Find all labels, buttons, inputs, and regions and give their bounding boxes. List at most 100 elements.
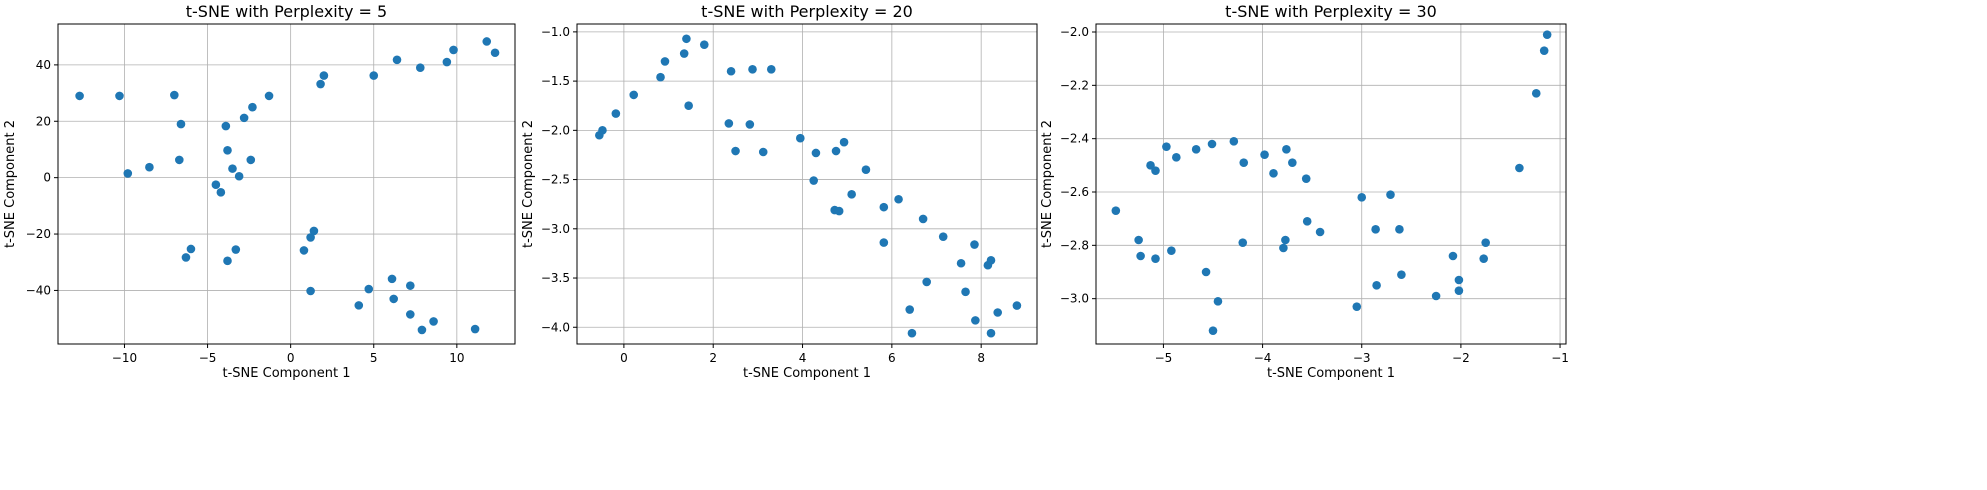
x-tick-label: −2 (1452, 351, 1470, 365)
scatter-point (309, 226, 319, 236)
scatter-point (145, 162, 154, 172)
chart-title: t-SNE with Perplexity = 5 (186, 2, 387, 21)
scatter-point (1208, 326, 1218, 335)
scatter-point (1279, 243, 1288, 253)
scatter-point (239, 113, 249, 123)
scatter-point (811, 148, 821, 158)
scatter-point (228, 164, 237, 173)
scatter-point (684, 101, 693, 111)
x-tick-label: 0 (620, 351, 628, 365)
y-tick-label: 0 (43, 171, 51, 185)
scatter-point (223, 146, 232, 155)
x-tick-label: 10 (449, 351, 464, 365)
scatter-point (1454, 275, 1464, 285)
scatter-series (595, 34, 1022, 338)
scatter-point (1531, 89, 1541, 98)
scatter-point (306, 233, 315, 242)
scatter-point (839, 137, 849, 147)
scatter-point (364, 284, 374, 294)
scatter-point (1454, 286, 1464, 295)
scatter-point (1134, 235, 1143, 245)
grid (577, 24, 1037, 344)
x-tick-label: −10 (112, 351, 137, 365)
scatter-point (1395, 225, 1404, 234)
scatter-point (186, 244, 196, 254)
scatter-point (970, 240, 979, 249)
scatter-point (406, 281, 415, 290)
scatter-point (894, 194, 903, 204)
scatter-point (879, 202, 889, 212)
scatter-point (1269, 169, 1278, 178)
grid (58, 24, 515, 344)
scatter-point (1352, 302, 1362, 311)
y-tick-label: −4.0 (541, 320, 570, 334)
scatter-point (726, 66, 736, 76)
scatter-point (1282, 145, 1291, 154)
scatter-point (246, 155, 256, 165)
scatter-point (216, 188, 226, 197)
scatter-point (758, 147, 768, 157)
y-tick-label: −2.8 (1060, 238, 1089, 252)
scatter-point (231, 245, 241, 254)
scatter-point (809, 176, 818, 185)
y-tick-label: −2.2 (1060, 78, 1089, 92)
scatter-point (1136, 251, 1145, 261)
scatter-point (234, 171, 244, 181)
scatter-point (306, 286, 315, 296)
x-tick-label: −5 (199, 351, 217, 365)
scatter-point (918, 214, 928, 224)
x-axis-label: t-SNE Component 1 (1267, 366, 1395, 381)
scatter-point (922, 277, 931, 287)
scatter-point (679, 49, 689, 58)
x-tick-label: 2 (709, 351, 717, 365)
scatter-point (248, 102, 257, 112)
scatter-point (176, 119, 186, 129)
scatter-point (682, 34, 691, 44)
scatter-point (299, 246, 309, 255)
y-tick-label: −1.5 (541, 74, 570, 88)
scatter-point (1542, 30, 1552, 39)
scatter-point (389, 294, 398, 304)
scatter-point (170, 90, 179, 100)
scatter-point (1281, 235, 1290, 245)
plot-frame (57, 23, 516, 345)
y-tick-label: −2.4 (1060, 132, 1089, 146)
scatter-point (986, 256, 996, 265)
scatter-point (1481, 238, 1490, 247)
scatter-point (956, 258, 966, 268)
chart-title: t-SNE with Perplexity = 30 (1225, 2, 1437, 21)
x-tick-label: −1 (1551, 351, 1569, 365)
y-tick-label: −2.0 (541, 123, 570, 137)
scatter-point (1288, 158, 1297, 167)
scatter-point (1302, 217, 1312, 226)
y-tick-label: −2.5 (541, 173, 570, 187)
scatter-point (598, 126, 607, 135)
scatter-point (470, 324, 480, 334)
scatter-point (699, 40, 709, 49)
scatter-point (1372, 281, 1381, 290)
scatter-point (986, 328, 996, 338)
scatter-point (387, 274, 397, 284)
scatter-point (264, 91, 274, 101)
y-axis-label: t-SNE Component 2 (3, 120, 18, 248)
scatter-point (442, 57, 452, 67)
scatter-point (223, 256, 232, 266)
scatter-point (766, 64, 776, 74)
scatter-point (847, 190, 856, 199)
scatter-point (1386, 190, 1395, 199)
scatter-point (1151, 166, 1160, 175)
x-tick-label: 6 (888, 351, 896, 365)
y-axis-label: t-SNE Component 2 (521, 120, 536, 248)
scatter-point (175, 155, 184, 165)
scatter-point (1301, 174, 1311, 183)
y-tick-label: 40 (36, 58, 51, 72)
scatter-point (938, 232, 948, 241)
scatter-point (1167, 246, 1176, 255)
scatter-point (1172, 153, 1181, 162)
scatter-point (745, 120, 755, 129)
x-tick-label: 5 (370, 351, 378, 365)
subplot-perplexity-20: t-SNE with Perplexity = 20 t-SNE Compone… (521, 2, 1038, 381)
x-tick-label: 8 (977, 351, 985, 365)
scatter-point (1357, 193, 1367, 202)
scatter-point (879, 238, 889, 247)
